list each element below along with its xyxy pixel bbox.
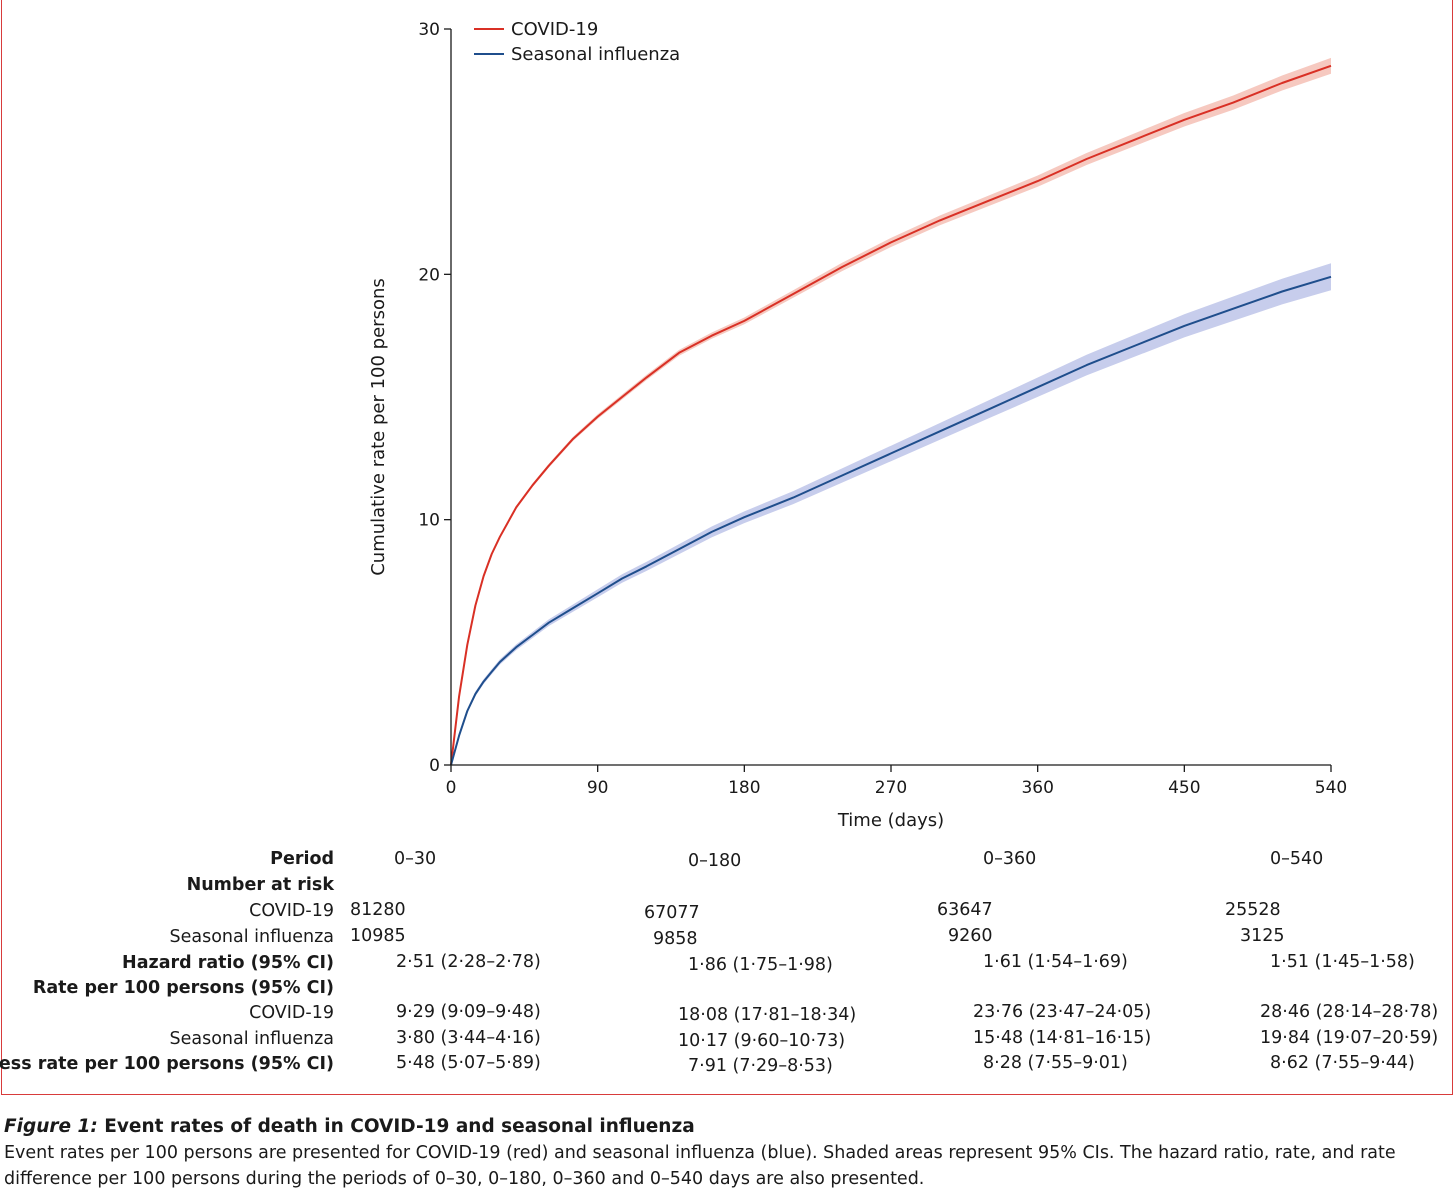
- figure-frame: [1, 0, 1453, 1095]
- x-tick-label: 360: [1021, 778, 1053, 798]
- hazard-1: 1·86 (1·75–1·98): [688, 955, 833, 975]
- caption-title: Figure 1: Event rates of death in COVID-…: [4, 1114, 1444, 1140]
- ci-band-influenza: [451, 263, 1331, 765]
- hazard-2: 1·61 (1·54–1·69): [983, 952, 1128, 972]
- x-tick-label: 450: [1168, 778, 1200, 798]
- risk-table: Period 0–30 0–180 0–360 0–540 Number at …: [0, 845, 1456, 1085]
- rate-covid-2: 23·76 (23·47–24·05): [973, 1002, 1152, 1022]
- risk-flu-1: 9858: [653, 929, 698, 949]
- series-line-influenza: [450, 275, 1332, 766]
- axes: [450, 29, 1331, 766]
- y-tick-label: 30: [418, 20, 440, 40]
- rate-flu-3: 19·84 (19·07–20·59): [1260, 1028, 1439, 1048]
- y-axis-label: Cumulative rate per 100 persons: [368, 278, 389, 576]
- risk-covid-1: 67077: [644, 903, 700, 923]
- risk-covid-3: 25528: [1225, 900, 1281, 920]
- legend-label-covid: COVID-19: [511, 19, 598, 40]
- caption-prefix: Figure 1:: [4, 1116, 98, 1137]
- excess-0: 5·48 (5·07–5·89): [396, 1053, 541, 1073]
- risk-covid-2: 63647: [937, 900, 993, 920]
- excess-3: 8·62 (7·55–9·44): [1270, 1053, 1415, 1073]
- risk-flu-0: 10985: [350, 926, 406, 946]
- caption-heading: Event rates of death in COVID-19 and sea…: [97, 1116, 695, 1137]
- rate-covid-0: 9·29 (9·09–9·48): [396, 1002, 541, 1022]
- excess-2: 8·28 (7·55–9·01): [983, 1053, 1128, 1073]
- period-label: Period: [270, 849, 334, 869]
- x-tick-label: 90: [587, 778, 609, 798]
- risk-flu-2: 9260: [948, 926, 993, 946]
- period-1: 0–180: [688, 851, 742, 871]
- y-tick-label: 10: [418, 511, 440, 531]
- series-lines: [450, 64, 1332, 766]
- legend-label-influenza: Seasonal influenza: [511, 44, 680, 65]
- hazard-3: 1·51 (1·45–1·58): [1270, 952, 1415, 972]
- risk-covid-0: 81280: [350, 900, 406, 920]
- rate-covid-3: 28·46 (28·14–28·78): [1260, 1002, 1439, 1022]
- y-tick-label: 0: [429, 756, 440, 776]
- rate-label: Rate per 100 persons (95% CI): [32, 978, 334, 998]
- legend: COVID-19 Seasonal influenza: [474, 19, 680, 65]
- x-ticks: 0 90 180 270 360 450 540: [446, 765, 1347, 798]
- x-tick-label: 540: [1315, 778, 1347, 798]
- figure-caption: Figure 1: Event rates of death in COVID-…: [4, 1114, 1444, 1192]
- series-line-covid: [450, 64, 1332, 766]
- line-chart: 0 90 180 270 360 450 540 0 10 20 30 Time (days) C…: [368, 19, 1347, 831]
- risk-row-covid-label: COVID-19: [249, 901, 334, 921]
- x-tick-label: 0: [446, 778, 457, 798]
- rate-flu-2: 15·48 (14·81–16·15): [973, 1028, 1152, 1048]
- rate-flu-0: 3·80 (3·44–4·16): [396, 1028, 541, 1048]
- excess-label: Excess rate per 100 persons (95% CI): [0, 1054, 334, 1074]
- ci-bands: [451, 57, 1331, 765]
- hazard-label: Hazard ratio (95% CI): [122, 953, 334, 973]
- y-ticks: 0 10 20 30: [418, 20, 451, 776]
- risk-row-influenza-label: Seasonal influenza: [169, 927, 335, 947]
- rate-covid-1: 18·08 (17·81–18·34): [678, 1005, 857, 1025]
- y-tick-label: 20: [418, 265, 440, 285]
- x-tick-label: 180: [728, 778, 760, 798]
- x-tick-label: 270: [875, 778, 907, 798]
- rate-row-covid-label: COVID-19: [249, 1003, 334, 1023]
- hazard-0: 2·51 (2·28–2·78): [396, 952, 541, 972]
- rate-flu-1: 10·17 (9·60–10·73): [678, 1031, 846, 1051]
- caption-text: Event rates per 100 persons are presente…: [4, 1143, 1396, 1189]
- period-0: 0–30: [394, 849, 437, 869]
- x-axis-label: Time (days): [837, 810, 944, 831]
- rate-row-influenza-label: Seasonal influenza: [169, 1029, 335, 1049]
- risk-flu-3: 3125: [1240, 926, 1285, 946]
- period-3: 0–540: [1270, 849, 1324, 869]
- number-at-risk-label: Number at risk: [186, 875, 334, 895]
- excess-1: 7·91 (7·29–8·53): [688, 1056, 833, 1076]
- ci-band-covid: [451, 57, 1331, 765]
- period-2: 0–360: [983, 849, 1037, 869]
